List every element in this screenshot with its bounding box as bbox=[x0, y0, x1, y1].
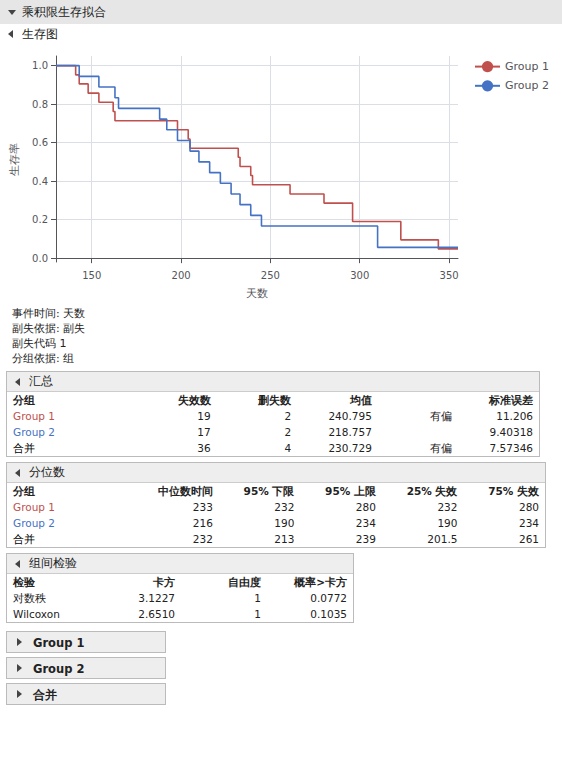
html-text:卡方: 卡方 bbox=[153, 576, 176, 588]
html-text:Group 1: Group 1 bbox=[13, 410, 55, 422]
html-text:25% 失效: 25% 失效 bbox=[406, 485, 458, 497]
svg-text:0.2: 0.2 bbox=[32, 214, 48, 225]
svg-text:1.0: 1.0 bbox=[32, 60, 48, 71]
html-text:均值: 均值 bbox=[349, 394, 372, 406]
html-text:乘积限生存拟合: 乘积限生存拟合 bbox=[22, 5, 106, 19]
html-text:合并: 合并 bbox=[33, 688, 57, 702]
svg-text:0.6: 0.6 bbox=[32, 137, 48, 148]
html-text:216: 216 bbox=[192, 517, 213, 529]
html-text:36: 36 bbox=[197, 442, 211, 454]
html-text:Group 2: Group 2 bbox=[13, 426, 55, 438]
svg-text:生存率: 生存率 bbox=[8, 143, 21, 176]
html-text:1: 1 bbox=[254, 608, 261, 620]
html-text:190: 190 bbox=[274, 517, 295, 529]
html-text:Group 2: Group 2 bbox=[33, 662, 85, 676]
html-text:概率>卡方: 概率>卡方 bbox=[294, 576, 347, 588]
html-text:239: 239 bbox=[355, 533, 376, 545]
html-text:0.0772: 0.0772 bbox=[310, 592, 347, 604]
svg-text:150: 150 bbox=[82, 270, 101, 281]
html-text:分组依据: 组: 分组依据: 组 bbox=[12, 352, 75, 365]
html-text:0.1035: 0.1035 bbox=[310, 608, 347, 620]
html-text:分位数: 分位数 bbox=[29, 465, 65, 479]
html-text:合并: 合并 bbox=[13, 533, 35, 545]
html-text:删失数: 删失数 bbox=[258, 394, 292, 406]
html-text:233: 233 bbox=[192, 501, 213, 513]
svg-text:天数: 天数 bbox=[246, 287, 268, 300]
html-text:4: 4 bbox=[284, 442, 292, 454]
html-text:中位数时间: 中位数时间 bbox=[157, 485, 213, 497]
html-text:19: 19 bbox=[197, 410, 211, 422]
svg-text:0.4: 0.4 bbox=[32, 176, 48, 187]
html-text:Group 1: Group 1 bbox=[33, 636, 85, 650]
html-text:240.795: 240.795 bbox=[328, 410, 372, 422]
html-text:生存图: 生存图 bbox=[22, 27, 58, 41]
html-text:190: 190 bbox=[437, 517, 458, 529]
html-text:232: 232 bbox=[437, 501, 458, 513]
html-text:95% 上限: 95% 上限 bbox=[325, 485, 376, 497]
svg-text:200: 200 bbox=[172, 270, 191, 281]
html-text:232: 232 bbox=[192, 533, 213, 545]
svg-text:250: 250 bbox=[261, 270, 280, 281]
html-text:标准误差: 标准误差 bbox=[489, 394, 533, 406]
html-text:218.757: 218.757 bbox=[328, 426, 372, 438]
html-text:234: 234 bbox=[355, 517, 376, 529]
html-text:261: 261 bbox=[519, 533, 539, 545]
html-text:201.5: 201.5 bbox=[427, 533, 458, 545]
svg-text:300: 300 bbox=[350, 270, 369, 281]
html-text:Wilcoxon: Wilcoxon bbox=[13, 608, 60, 620]
html-text:2: 2 bbox=[284, 426, 292, 438]
html-text:合并: 合并 bbox=[13, 442, 35, 454]
html-text:213: 213 bbox=[274, 533, 295, 545]
html-text:1: 1 bbox=[254, 592, 261, 604]
html-text:Group 2: Group 2 bbox=[13, 517, 55, 529]
html-text:组间检验: 组间检验 bbox=[29, 556, 77, 570]
svg-text:350: 350 bbox=[440, 270, 459, 281]
html-text:11.206: 11.206 bbox=[496, 410, 533, 422]
html-text:230.729: 230.729 bbox=[328, 442, 372, 454]
html-text:副失依据: 副失: 副失依据: 副失 bbox=[12, 322, 86, 335]
svg-text:0.0: 0.0 bbox=[32, 253, 48, 264]
html-text:汇总: 汇总 bbox=[29, 374, 53, 388]
html-text:7.57346: 7.57346 bbox=[489, 442, 533, 454]
html-text:自由度: 自由度 bbox=[228, 576, 261, 588]
html-text:有偏: 有偏 bbox=[430, 410, 453, 422]
html-text:3.1227: 3.1227 bbox=[138, 592, 176, 604]
svg-text:Group 1: Group 1 bbox=[505, 60, 549, 73]
html-text:分组: 分组 bbox=[13, 394, 35, 406]
html-text:检验: 检验 bbox=[13, 576, 35, 588]
html-text:75% 失效: 75% 失效 bbox=[488, 485, 539, 497]
html-text:2.6510: 2.6510 bbox=[138, 608, 176, 620]
html-text:Group 1: Group 1 bbox=[13, 501, 55, 513]
html-text:事件时间: 天数: 事件时间: 天数 bbox=[12, 307, 86, 320]
svg-text:Group 2: Group 2 bbox=[505, 79, 549, 92]
html-text:2: 2 bbox=[284, 410, 292, 422]
html-text:副失代码 1: 副失代码 1 bbox=[12, 337, 67, 350]
html-text:280: 280 bbox=[355, 501, 376, 513]
svg-text:0.8: 0.8 bbox=[32, 99, 48, 110]
html-text:分组: 分组 bbox=[13, 485, 35, 497]
html-text:有偏: 有偏 bbox=[430, 442, 453, 454]
html-text:95% 下限: 95% 下限 bbox=[243, 485, 295, 497]
html-text:失效数: 失效数 bbox=[177, 394, 211, 406]
html-text:280: 280 bbox=[519, 501, 539, 513]
html-text:232: 232 bbox=[274, 501, 295, 513]
html-text:234: 234 bbox=[519, 517, 539, 529]
html-text:17: 17 bbox=[197, 426, 211, 438]
html-text:9.40318: 9.40318 bbox=[489, 426, 533, 438]
html-text:对数秩: 对数秩 bbox=[13, 592, 46, 604]
